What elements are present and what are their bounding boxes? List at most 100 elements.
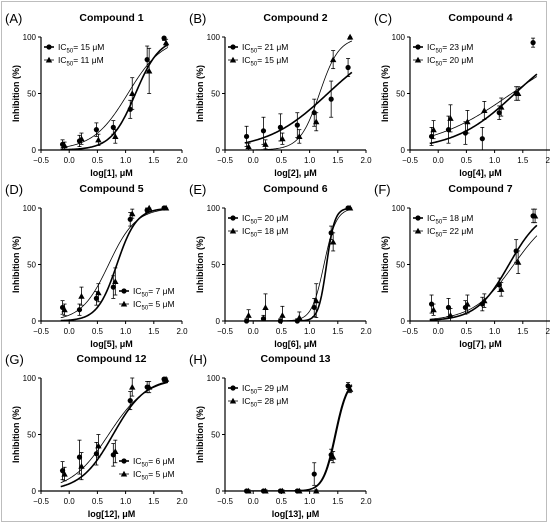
y-axis-label: Inhibition (%)	[380, 65, 390, 122]
y-tick-label: 0	[216, 317, 221, 326]
x-tick-label: 1.0	[304, 497, 316, 506]
data-point-triangle	[95, 136, 102, 143]
data-point-triangle	[430, 306, 437, 313]
data-point-triangle	[129, 90, 136, 97]
fit-curve	[60, 43, 169, 150]
data-point-triangle	[498, 286, 505, 292]
x-tick-label: 1.0	[304, 156, 316, 165]
data-point-triangle	[129, 383, 136, 390]
x-axis-label: log[7], μM	[459, 339, 502, 349]
x-tick-label: 1.0	[489, 327, 501, 336]
legend-circle-icon	[230, 44, 236, 50]
panel-letter: (D)	[5, 182, 23, 197]
x-tick-label: −0.5	[402, 327, 418, 336]
data-point-triangle	[514, 90, 522, 97]
x-tick-label: 2.0	[176, 497, 188, 506]
x-tick-label: 1.0	[120, 497, 132, 506]
y-axis-label: Inhibition (%)	[380, 236, 390, 293]
y-tick-label: 0	[216, 146, 221, 155]
x-tick-label: −0.5	[217, 156, 233, 165]
x-tick-label: 0.0	[248, 327, 260, 336]
x-tick-label: −0.5	[33, 156, 49, 165]
data-point-triangle	[430, 126, 437, 133]
data-point-circle	[127, 398, 133, 404]
data-point-circle	[311, 471, 317, 477]
x-tick-label: −0.5	[402, 156, 418, 165]
data-point-triangle	[245, 312, 252, 318]
legend-triangle-icon	[414, 227, 422, 234]
y-tick-label: 100	[207, 204, 221, 213]
data-point-triangle	[447, 115, 454, 121]
panel-6: (G) Compound 12 −0.5 0.0 0.5 1.0 1.5 2.0 0 50 100 l…	[5, 352, 188, 519]
y-tick-label: 0	[401, 146, 406, 155]
x-tick-label: 0.0	[64, 327, 76, 336]
panel-4: (E) Compound 6 −0.5 0.0 0.5 1.0 1.5 2.0 0 50 100 lo…	[189, 182, 372, 349]
legend-triangle-icon	[229, 397, 237, 404]
y-tick-label: 0	[401, 317, 406, 326]
data-point-circle	[294, 122, 300, 128]
x-tick-label: 1.5	[148, 156, 160, 165]
legend-circle-icon	[415, 215, 421, 221]
data-point-triangle	[313, 487, 320, 494]
panel-3: (D) Compound 5 −0.5 0.0 0.5 1.0 1.5 2.0 0 50 100 lo…	[5, 182, 188, 349]
fit-curve	[60, 207, 168, 321]
data-point-triangle	[78, 292, 85, 299]
x-tick-label: 1.0	[304, 327, 316, 336]
legend-label: IC50= 5 μM	[133, 299, 175, 312]
legend-triangle-icon	[45, 56, 53, 63]
legend-label: IC50= 28 μM	[242, 396, 288, 409]
data-point-triangle	[145, 383, 153, 390]
x-tick-label: 1.5	[332, 327, 344, 336]
x-axis-label: log[2], μM	[274, 168, 317, 178]
panel-letter: (E)	[189, 182, 206, 197]
y-tick-label: 0	[32, 146, 37, 155]
panel-title: Compound 2	[263, 12, 327, 24]
data-point-circle	[311, 304, 317, 311]
y-tick-label: 50	[27, 90, 36, 99]
data-point-triangle	[61, 470, 68, 477]
data-point-triangle	[296, 487, 303, 494]
legend-triangle-icon	[229, 56, 237, 63]
x-tick-label: 1.0	[489, 156, 501, 165]
x-tick-label: 0.5	[276, 156, 288, 165]
x-tick-label: 0.5	[92, 497, 104, 506]
legend-circle-icon	[46, 44, 52, 50]
data-point-triangle	[95, 442, 102, 449]
x-tick-label: 0.5	[92, 156, 104, 165]
x-tick-label: 2.0	[545, 156, 550, 165]
panel-letter: (C)	[374, 11, 392, 26]
fit-curve	[60, 209, 168, 319]
x-tick-label: 0.0	[64, 497, 76, 506]
data-point-triangle	[514, 259, 522, 265]
legend-circle-icon	[415, 44, 421, 50]
x-tick-label: 1.5	[148, 497, 160, 506]
data-point-triangle	[531, 212, 539, 219]
x-tick-label: −0.5	[33, 497, 49, 506]
legend-label: IC50= 20 μM	[242, 213, 288, 226]
legend-triangle-icon	[120, 470, 128, 477]
x-tick-label: 2.0	[545, 327, 550, 336]
legend-label: IC50= 22 μM	[427, 226, 473, 239]
data-point-triangle	[245, 487, 252, 494]
y-axis-label: Inhibition (%)	[11, 65, 21, 122]
data-point-circle	[530, 40, 536, 46]
data-point-circle	[93, 127, 99, 133]
panel-letter: (F)	[374, 182, 391, 197]
panel-title: Compound 13	[261, 353, 331, 365]
legend-label: IC50= 15 μM	[242, 55, 288, 68]
y-tick-label: 100	[23, 204, 37, 213]
data-point-circle	[93, 451, 99, 457]
data-point-triangle	[262, 141, 269, 147]
data-point-circle	[260, 316, 267, 322]
data-point-circle	[479, 136, 485, 142]
data-point-triangle	[481, 107, 488, 114]
x-tick-label: 0.5	[276, 497, 288, 506]
data-point-triangle	[313, 118, 320, 125]
panel-7: (H) Compound 13 −0.5 0.0 0.5 1.0 1.5 2.0 0 50 100 l…	[189, 352, 372, 519]
x-axis-label: log[13], μM	[272, 509, 320, 519]
data-point-triangle	[346, 33, 354, 40]
panel-title: Compound 7	[448, 183, 512, 195]
data-point-triangle	[61, 306, 68, 313]
x-tick-label: 0.5	[92, 327, 104, 336]
